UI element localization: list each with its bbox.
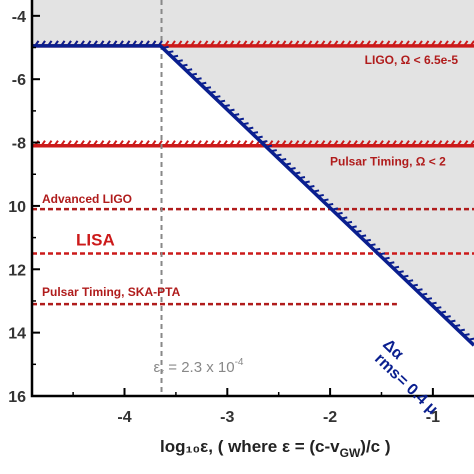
pulsar-timing-label: Pulsar Timing, Ω < 2 (330, 155, 446, 169)
ligo-label: LIGO, Ω < 6.5e-5 (365, 53, 459, 67)
y-tick-label: 14 (8, 326, 26, 343)
y-tick-label: -6 (12, 72, 26, 89)
annotations: LIGO, Ω < 6.5e-5 Pulsar Timing, Ω < 2 Adva… (42, 53, 458, 418)
y-tick-label: 10 (8, 199, 26, 216)
axis-ticks: -4 -3 -2 -1 -4 -6 -8 10 12 14 16 (8, 9, 440, 426)
critical-epsilon-subscript: * (160, 368, 164, 379)
y-tick-label: 12 (8, 262, 26, 279)
excluded-region (32, 0, 474, 346)
x-axis-label-subscript: GW (340, 446, 361, 460)
series-line (32, 44, 474, 347)
x-tick-label: -2 (323, 409, 337, 426)
y-tick-label: -8 (12, 136, 26, 153)
x-tick-label: -4 (117, 409, 131, 426)
plot-frame (30, 0, 474, 398)
critical-epsilon-exponent: -4 (235, 357, 244, 368)
ska-pta-label: Pulsar Timing, SKA-PTA (42, 285, 181, 299)
lisa-label: LISA (76, 230, 115, 249)
x-axis-label-tail: )/c ) (360, 437, 390, 456)
advanced-ligo-label: Advanced LIGO (42, 192, 132, 206)
x-tick-label: -1 (426, 409, 440, 426)
x-tick-label: -3 (220, 409, 234, 426)
critical-epsilon-symbol: ε (154, 359, 161, 376)
critical-epsilon-value: = 2.3 x 10 (164, 359, 234, 376)
x-axis-label: log₁₀ε, ( where ε = (c-vGW)/c ) (160, 437, 391, 460)
y-tick-label: -4 (12, 9, 26, 26)
plot-area (32, 0, 474, 396)
y-tick-label: 16 (8, 389, 26, 406)
critical-epsilon-label: ε* = 2.3 x 10-4 (154, 357, 244, 379)
plot-border (30, 0, 474, 398)
